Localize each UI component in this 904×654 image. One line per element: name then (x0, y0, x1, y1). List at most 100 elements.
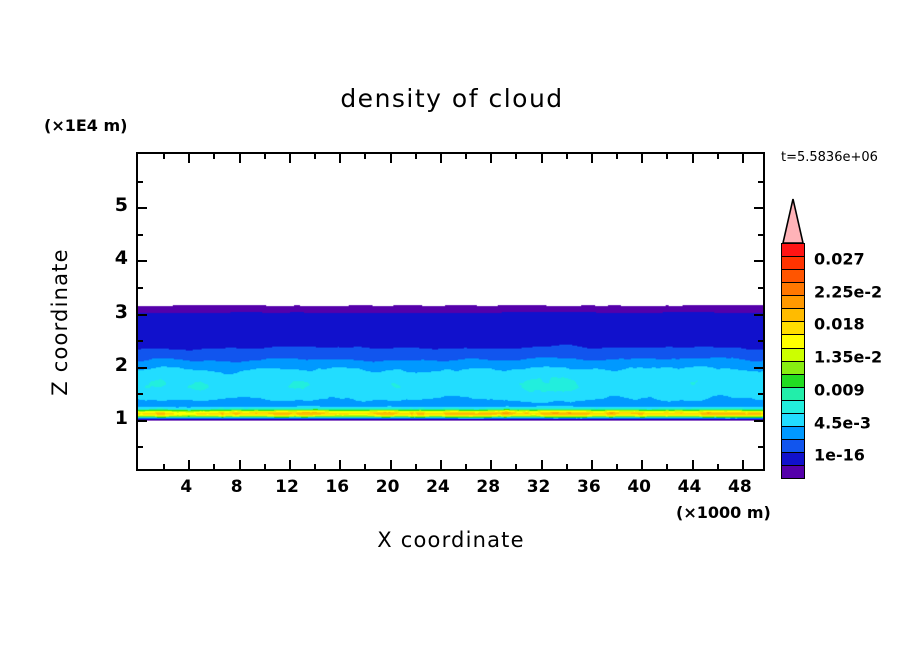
x-tick-major (339, 460, 342, 469)
x-tick-label: 8 (230, 477, 243, 497)
colorbar-bands (781, 243, 805, 479)
x-tick-label: 32 (526, 477, 551, 497)
x-tick-major (389, 460, 392, 469)
x-tick-top-major (389, 154, 392, 163)
colorbar-band (782, 466, 804, 479)
x-tick-minor (716, 464, 719, 469)
x-tick-top-major (339, 154, 342, 163)
y-tick-right-minor (758, 340, 763, 343)
y-tick-major (138, 260, 147, 263)
y-tick-right-major (754, 207, 763, 210)
x-tick-top-minor (314, 154, 317, 159)
colorbar-tick-label: 4.5e-3 (814, 413, 871, 433)
x-tick-minor (414, 464, 417, 469)
x-tick-top-minor (716, 154, 719, 159)
x-tick-major (590, 460, 593, 469)
x-tick-top-major (590, 154, 593, 163)
colorbar-band (782, 400, 804, 414)
colorbar-band (782, 374, 804, 388)
colorbar-band (782, 244, 804, 258)
x-tick-minor (515, 464, 518, 469)
colorbar-top-arrow-icon (781, 198, 805, 244)
x-tick-major (238, 460, 241, 469)
x-tick-major (490, 460, 493, 469)
x-tick-minor (163, 464, 166, 469)
x-tick-label: 48 (727, 477, 752, 497)
x-tick-top-major (288, 154, 291, 163)
x-tick-minor (565, 464, 568, 469)
y-tick-right-minor (758, 233, 763, 236)
x-axis-unit-label: (×1000 m) (676, 503, 771, 522)
colorbar-tick-label: 0.018 (814, 314, 865, 334)
colorbar-band (782, 257, 804, 271)
x-tick-top-minor (465, 154, 468, 159)
x-tick-label: 12 (275, 477, 299, 497)
y-tick-label: 1 (114, 406, 128, 429)
y-tick-major (138, 366, 147, 369)
y-tick-right-major (754, 260, 763, 263)
contour-field (138, 154, 763, 469)
time-annotation: t=5.5836e+06 (781, 150, 878, 165)
colorbar-band (782, 426, 804, 440)
colorbar-band (782, 270, 804, 284)
colorbar-band (782, 296, 804, 310)
y-axis-unit-label: (×1E4 m) (44, 116, 128, 135)
colorbar-band (782, 453, 804, 467)
y-tick-right-minor (758, 446, 763, 449)
colorbar-band (782, 387, 804, 401)
x-tick-major (641, 460, 644, 469)
x-tick-label: 24 (426, 477, 450, 497)
y-tick-right-major (754, 366, 763, 369)
y-tick-minor (138, 340, 143, 343)
x-tick-minor (666, 464, 669, 469)
colorbar-tick-label: 1e-16 (814, 445, 865, 465)
y-tick-major (138, 419, 147, 422)
colorbar-band (782, 283, 804, 297)
colorbar-band (782, 413, 804, 427)
x-tick-label: 28 (476, 477, 501, 497)
colorbar-band (782, 335, 804, 349)
x-tick-major (691, 460, 694, 469)
x-tick-top-minor (565, 154, 568, 159)
plot-area (136, 152, 765, 471)
colorbar-band (782, 348, 804, 362)
y-tick-label: 4 (114, 247, 128, 270)
colorbar-tick-label: 2.25e-2 (814, 282, 883, 301)
x-tick-top-major (238, 154, 241, 163)
page-title: density of cloud (340, 84, 564, 113)
x-tick-top-minor (414, 154, 417, 159)
colorbar-band (782, 361, 804, 375)
x-tick-top-minor (666, 154, 669, 159)
x-tick-top-major (188, 154, 191, 163)
y-axis-title: Z coordinate (48, 248, 72, 396)
colorbar-tick-label: 1.35e-2 (814, 347, 883, 367)
y-tick-major (138, 313, 147, 316)
x-tick-major (288, 460, 291, 469)
x-tick-minor (213, 464, 216, 469)
x-tick-major (439, 460, 442, 469)
x-tick-top-minor (515, 154, 518, 159)
x-tick-major (540, 460, 543, 469)
y-tick-right-major (754, 419, 763, 422)
y-tick-right-major (754, 313, 763, 316)
x-tick-top-minor (616, 154, 619, 159)
x-tick-top-minor (364, 154, 367, 159)
y-tick-label: 3 (114, 300, 128, 323)
x-tick-minor (465, 464, 468, 469)
y-tick-label: 5 (114, 194, 128, 217)
x-tick-label: 4 (180, 477, 193, 497)
colorbar-band (782, 439, 804, 453)
x-tick-minor (314, 464, 317, 469)
y-tick-right-minor (758, 393, 763, 396)
x-tick-top-major (641, 154, 644, 163)
colorbar (781, 197, 805, 479)
x-tick-label: 20 (375, 477, 400, 497)
y-tick-major (138, 207, 147, 210)
y-tick-label: 2 (114, 353, 128, 376)
y-tick-minor (138, 286, 143, 289)
x-tick-top-minor (263, 154, 266, 159)
x-tick-label: 44 (677, 477, 702, 497)
colorbar-tick-label: 0.027 (814, 249, 865, 269)
x-tick-top-major (490, 154, 493, 163)
